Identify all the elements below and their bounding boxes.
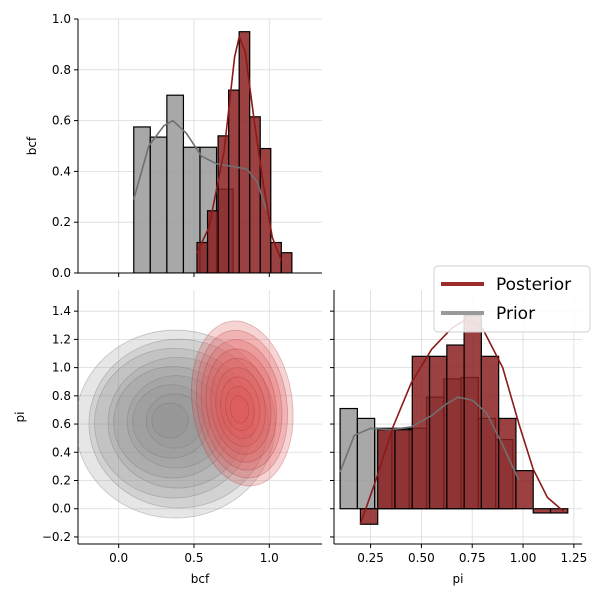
- joint-xlabel: bcf: [191, 572, 210, 586]
- pi-posterior-bar: [446, 344, 465, 510]
- bcf-hist-data: [132, 31, 293, 273]
- pi-hist-xlabel: pi: [453, 572, 464, 586]
- bcf-posterior-bar: [206, 210, 219, 273]
- bcf-posterior-bar: [228, 89, 240, 273]
- pi_hist-xtick-label: 1.25: [561, 551, 588, 565]
- joint-ytick-label: 0.6: [52, 417, 71, 431]
- posterior-kde-contour: [191, 320, 294, 487]
- bcf-posterior-bar: [249, 116, 261, 273]
- joint-ytick-label: 1.0: [52, 361, 71, 375]
- joint-ytick-label: 0.0: [52, 502, 71, 516]
- pi-posterior-bar: [498, 417, 517, 510]
- prior-kde-contour: [78, 329, 276, 519]
- posterior-kde-contour: [225, 385, 255, 432]
- joint-ytick-label: 1.4: [52, 304, 71, 318]
- posterior-kde-contour: [229, 395, 250, 424]
- prior-kde-contour: [126, 375, 226, 469]
- pi-posterior-bar: [549, 508, 569, 514]
- pi_hist-xtick-label: 0.25: [357, 551, 384, 565]
- bcf-prior-kde-line: [132, 119, 268, 210]
- bcf_hist-ytick-label: 0.0: [52, 266, 71, 280]
- pi_hist-xtick-label: 1.00: [510, 551, 537, 565]
- bcf-posterior-bar: [196, 241, 209, 273]
- pi-posterior-bar: [394, 429, 413, 510]
- joint-xtick-label: 0.5: [184, 551, 203, 565]
- pi-prior-kde-line: [339, 396, 520, 481]
- bcf-posterior-bar: [280, 252, 293, 273]
- joint-grid: [78, 290, 322, 544]
- posterior-kde-contour: [210, 357, 272, 455]
- pi-posterior-bar: [515, 470, 534, 510]
- bcf-prior-bar: [149, 136, 168, 273]
- pi-prior-bar: [339, 407, 358, 510]
- pi-posterior-bar: [463, 314, 482, 510]
- prior-kde-contour: [113, 366, 233, 479]
- joint-ylabel: pi: [13, 412, 27, 423]
- posterior-kde-contour: [195, 329, 288, 479]
- pi-histogram-panel: 0.25 0.50 0.75 1.00 1.25 pi: [330, 290, 587, 586]
- bcf-posterior-bar: [238, 31, 251, 273]
- joint-ytick-label: 0.8: [52, 389, 71, 403]
- joint-xtick-label: 0.0: [109, 551, 128, 565]
- bcf-histogram-panel: 0.0 0.2 0.4 0.6 0.8 1.0 bcf: [25, 12, 322, 280]
- posterior-kde-contour: [200, 339, 283, 471]
- bcf_hist-ytick-label: 0.2: [52, 215, 71, 229]
- bcf-posterior-bar: [259, 147, 272, 273]
- bcf_hist-ytick-label: 0.6: [52, 114, 71, 128]
- legend-posterior-label: Posterior: [496, 275, 571, 295]
- bcf-hist-ylabel: bcf: [25, 136, 39, 155]
- chart-legend: Posterior Prior: [433, 265, 591, 333]
- joint-ytick-label: −0.2: [42, 530, 71, 544]
- joint-ytick-label: 0.4: [52, 445, 71, 459]
- bcf-posterior-kde-line: [196, 36, 283, 261]
- prior-kde-contour: [151, 402, 189, 439]
- prior-kde-contour: [88, 338, 269, 509]
- legend-prior-label: Prior: [496, 304, 535, 324]
- pi-posterior-bar: [377, 429, 396, 510]
- pi_hist-xtick-label: 0.50: [408, 551, 435, 565]
- prior-kde-contour: [107, 356, 248, 489]
- pi-posterior-bar: [411, 355, 431, 510]
- prior-kde-contour: [94, 347, 255, 499]
- pi-hist-data: [339, 314, 569, 525]
- joint-ytick-label: 0.2: [52, 474, 71, 488]
- posterior-kde-contour: [205, 348, 277, 463]
- joint-kde-data: [78, 320, 294, 519]
- bcf_hist-ytick-label: 0.8: [52, 63, 71, 77]
- joint-xtick-label: 1.0: [260, 551, 279, 565]
- bcf_hist-ytick-label: 1.0: [52, 12, 71, 26]
- prior-kde-contour: [145, 393, 204, 449]
- joint-kde-panel: 0.0 0.5 1.0 −0.2 0.0 0.2 0.4 0.6 0.8 1.0 1.2 1.4 bcf…: [13, 290, 322, 586]
- pi-posterior-bar: [532, 508, 552, 514]
- posterior-kde-contour: [215, 367, 266, 447]
- joint-ytick-label: 1.2: [52, 332, 71, 346]
- bcf_hist-ytick-label: 0.4: [52, 164, 71, 178]
- pi_hist-xtick-label: 0.75: [459, 551, 486, 565]
- posterior-kde-contour: [220, 376, 261, 439]
- pi-prior-bar: [356, 417, 376, 510]
- pi-posterior-bar: [428, 355, 448, 510]
- prior-kde-contour: [132, 384, 211, 459]
